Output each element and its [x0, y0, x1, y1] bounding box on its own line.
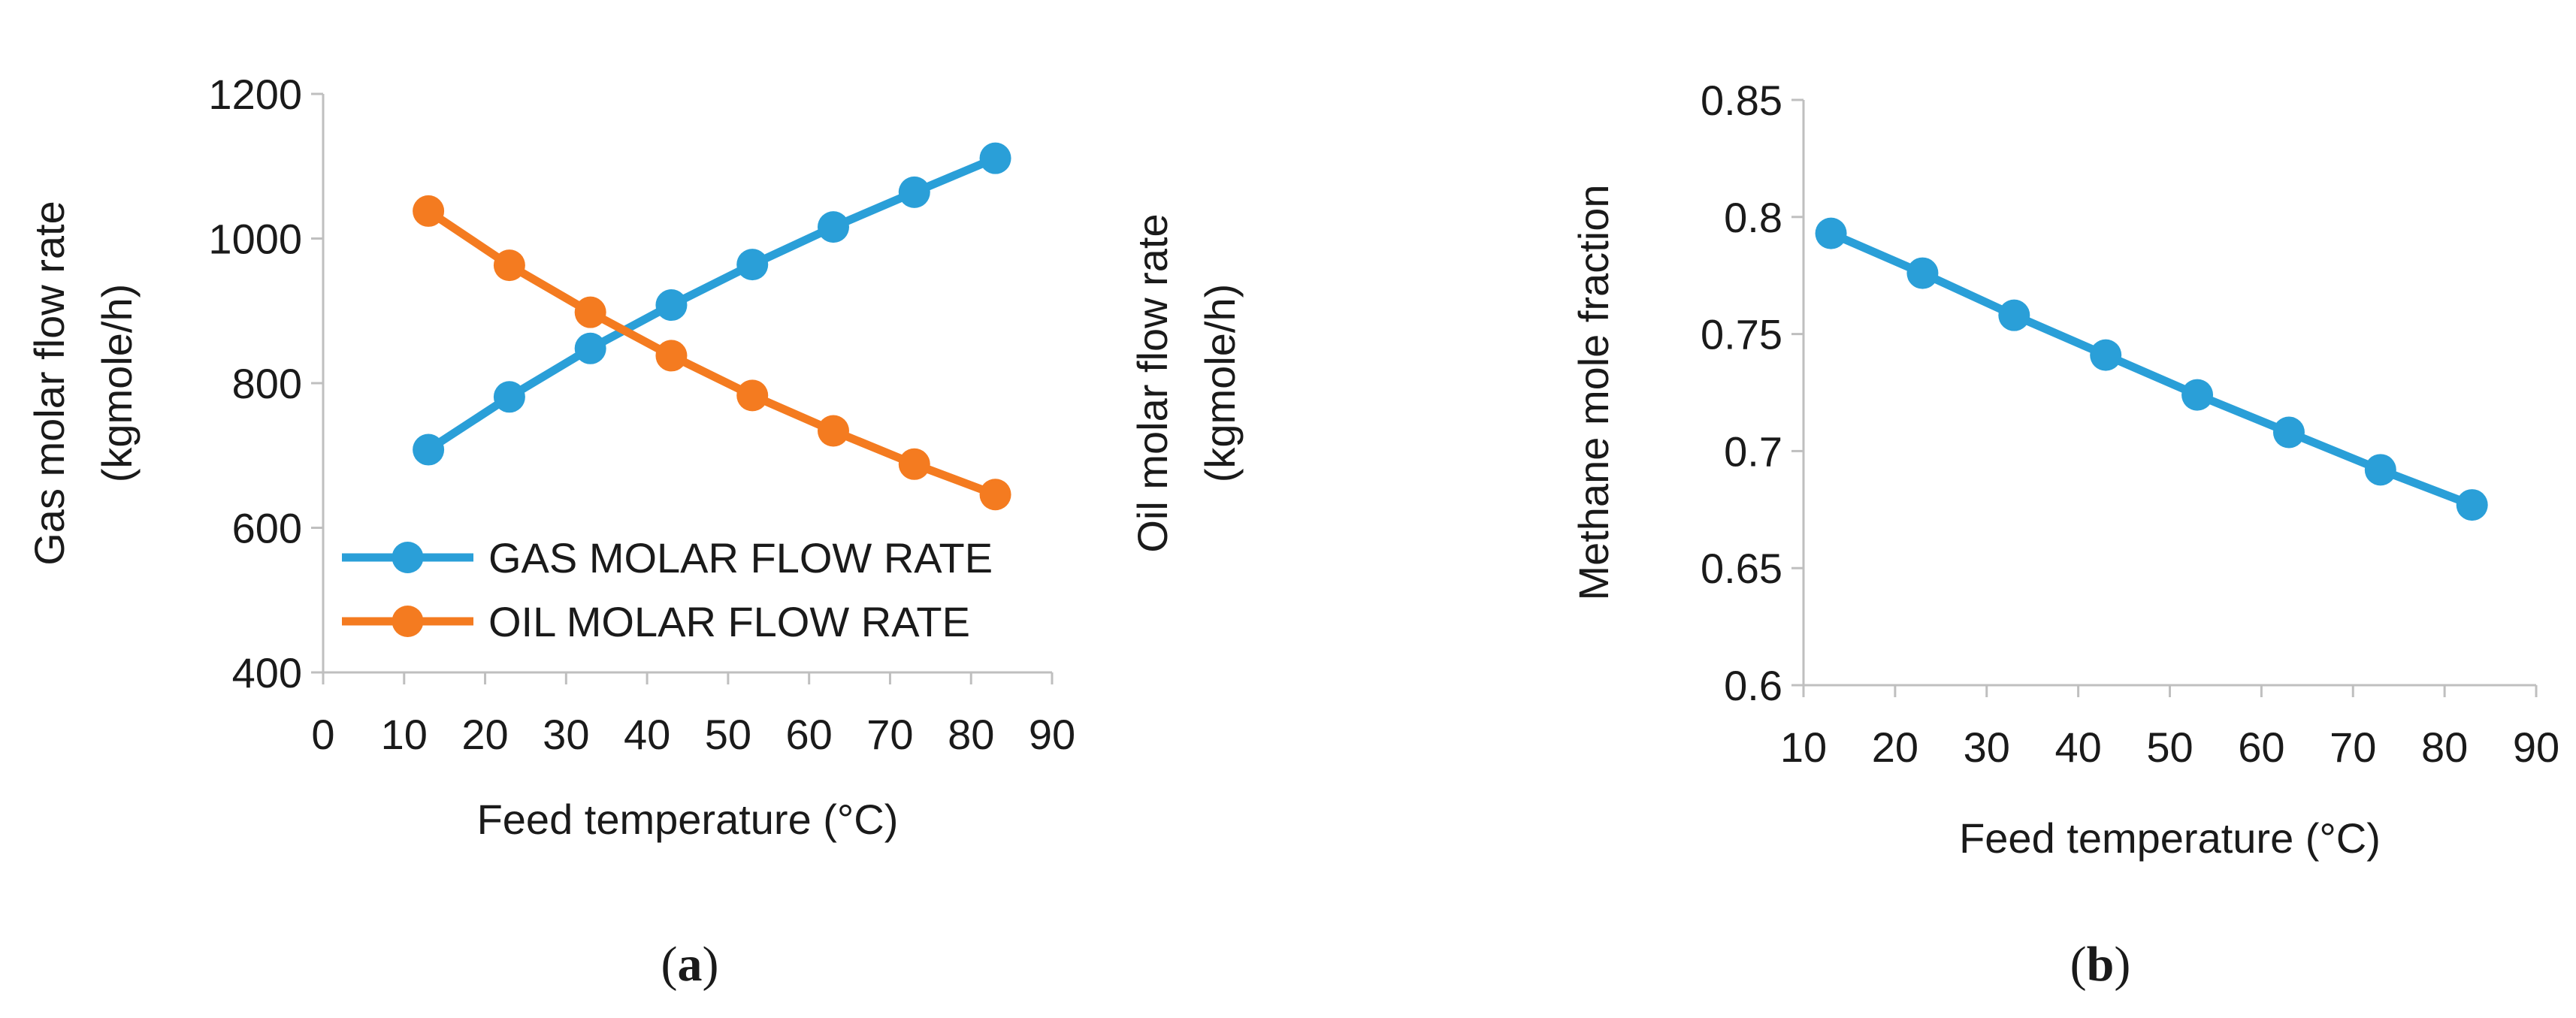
x-tick-label: 80 [948, 711, 994, 758]
x-tick-label: 20 [461, 711, 508, 758]
legend-marker [392, 606, 424, 637]
y-tick-label: 0.75 [1701, 311, 1782, 358]
y-tick-label: 400 [232, 649, 302, 696]
data-point [979, 479, 1011, 511]
data-point [898, 176, 930, 208]
data-point [736, 379, 769, 412]
data-point [493, 249, 525, 282]
x-tick-label: 70 [2330, 723, 2376, 771]
data-point [2181, 379, 2214, 411]
y-tick-label: 0.8 [1724, 194, 1782, 241]
data-point [2090, 339, 2122, 371]
data-point [574, 332, 606, 364]
y-tick-label: 1000 [208, 216, 302, 263]
x-tick-label: 30 [1964, 723, 2010, 771]
data-point [736, 249, 769, 281]
y-tick-label: 0.65 [1701, 545, 1782, 592]
data-point [493, 381, 525, 413]
x-tick-label: 60 [2238, 723, 2284, 771]
x-tick-label: 10 [381, 711, 428, 758]
x-tick-label: 70 [866, 711, 913, 758]
data-point [979, 142, 1011, 174]
x-tick-label: 90 [1029, 711, 1075, 758]
x-tick-label: 20 [1872, 723, 1918, 771]
x-tick-label: 40 [624, 711, 670, 758]
legend-marker [392, 542, 424, 573]
chart-panel-b: 0.6 0.65 0.7 0.75 0.8 0.85 10 20 30 40 50 60 70 80 90 F… [1570, 77, 2559, 992]
x-tick-label: 60 [786, 711, 833, 758]
data-point [2272, 416, 2305, 449]
x-tick-label: 50 [705, 711, 751, 758]
x-tick-label: 0 [311, 711, 334, 758]
data-point [574, 296, 606, 328]
data-point [818, 415, 849, 447]
legend-label: GAS MOLAR FLOW RATE [488, 534, 993, 581]
data-point [1998, 299, 2030, 331]
legend-label: OIL MOLAR FLOW RATE [488, 598, 970, 645]
x-tick-label: 10 [1780, 723, 1827, 771]
x-axis-title: Feed temperature (°C) [1959, 814, 2381, 862]
x-tick-label: 40 [2054, 723, 2101, 771]
x-tick-label: 30 [543, 711, 589, 758]
data-point [1815, 217, 1847, 249]
data-point [655, 340, 688, 372]
x-axis-title: Feed temperature (°C) [477, 796, 899, 843]
data-point [898, 448, 930, 480]
y-axis-title: Methane mole fraction [1570, 184, 1617, 600]
data-point [2364, 454, 2396, 486]
panel-label: (b) [2070, 937, 2131, 992]
data-point [818, 211, 849, 243]
y-axis-title: Gas molar flow rate [26, 201, 73, 566]
y-tick-label: 0.7 [1724, 427, 1782, 475]
secondary-y-axis-title: (kgmole/h) [1196, 284, 1244, 483]
panel-label: (a) [661, 937, 719, 992]
series-line [1829, 229, 2474, 509]
chart-panel-a: 400 600 800 1000 1200 0 10 20 30 40 50 60 70 80 90 Feed… [26, 71, 1244, 992]
x-tick-label: 90 [2513, 723, 2559, 771]
x-tick-label: 80 [2421, 723, 2468, 771]
y-tick-label: 0.85 [1701, 77, 1782, 124]
data-point [655, 289, 688, 322]
data-point [2456, 489, 2488, 521]
y-tick-label: 0.6 [1724, 662, 1782, 709]
y-tick-label: 800 [232, 360, 302, 407]
secondary-y-axis-title: Oil molar flow rate [1129, 213, 1176, 552]
data-point [413, 195, 445, 227]
y-axis-title: (kgmole/h) [93, 284, 141, 483]
data-point [1906, 257, 1939, 289]
x-tick-label: 50 [2146, 723, 2193, 771]
data-point [413, 433, 445, 466]
y-tick-label: 600 [232, 505, 302, 552]
y-tick-label: 1200 [208, 71, 302, 118]
